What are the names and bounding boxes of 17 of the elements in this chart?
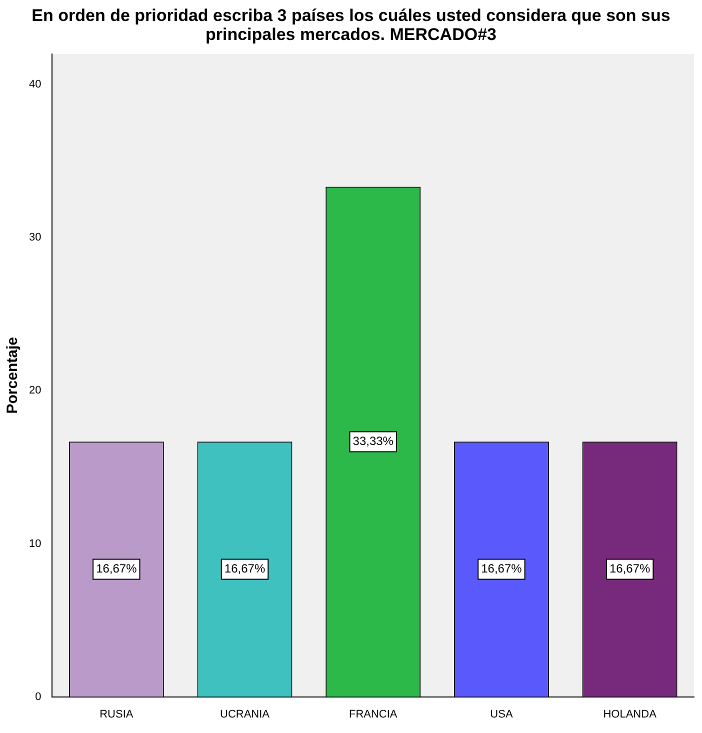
chart-title: En orden de prioridad escriba 3 países los cuáles usted considera que son sus principales mercados. MERCADO#3 xyxy=(30,6,672,44)
x-tick-label: USA xyxy=(490,708,514,720)
data-label: 16,67% xyxy=(224,562,266,576)
x-tick-label: RUSIA xyxy=(100,708,134,720)
data-label: 16,67% xyxy=(481,562,522,576)
y-tick-label: 20 xyxy=(28,384,42,397)
x-tick-label: FRANCIA xyxy=(348,708,398,720)
data-label: 16,67% xyxy=(96,562,138,576)
y-tick-label: 30 xyxy=(28,232,42,244)
data-label: 16,67% xyxy=(609,562,650,576)
y-axis-title: Porcentaje xyxy=(4,337,22,414)
x-tick-label: HOLANDA xyxy=(603,708,658,720)
y-tick-label: 0 xyxy=(35,690,42,703)
x-tick-label: UCRANIA xyxy=(220,708,270,720)
y-tick-label: 40 xyxy=(28,78,42,91)
y-tick-label: 10 xyxy=(28,538,42,550)
data-label: 33,33% xyxy=(352,434,394,448)
